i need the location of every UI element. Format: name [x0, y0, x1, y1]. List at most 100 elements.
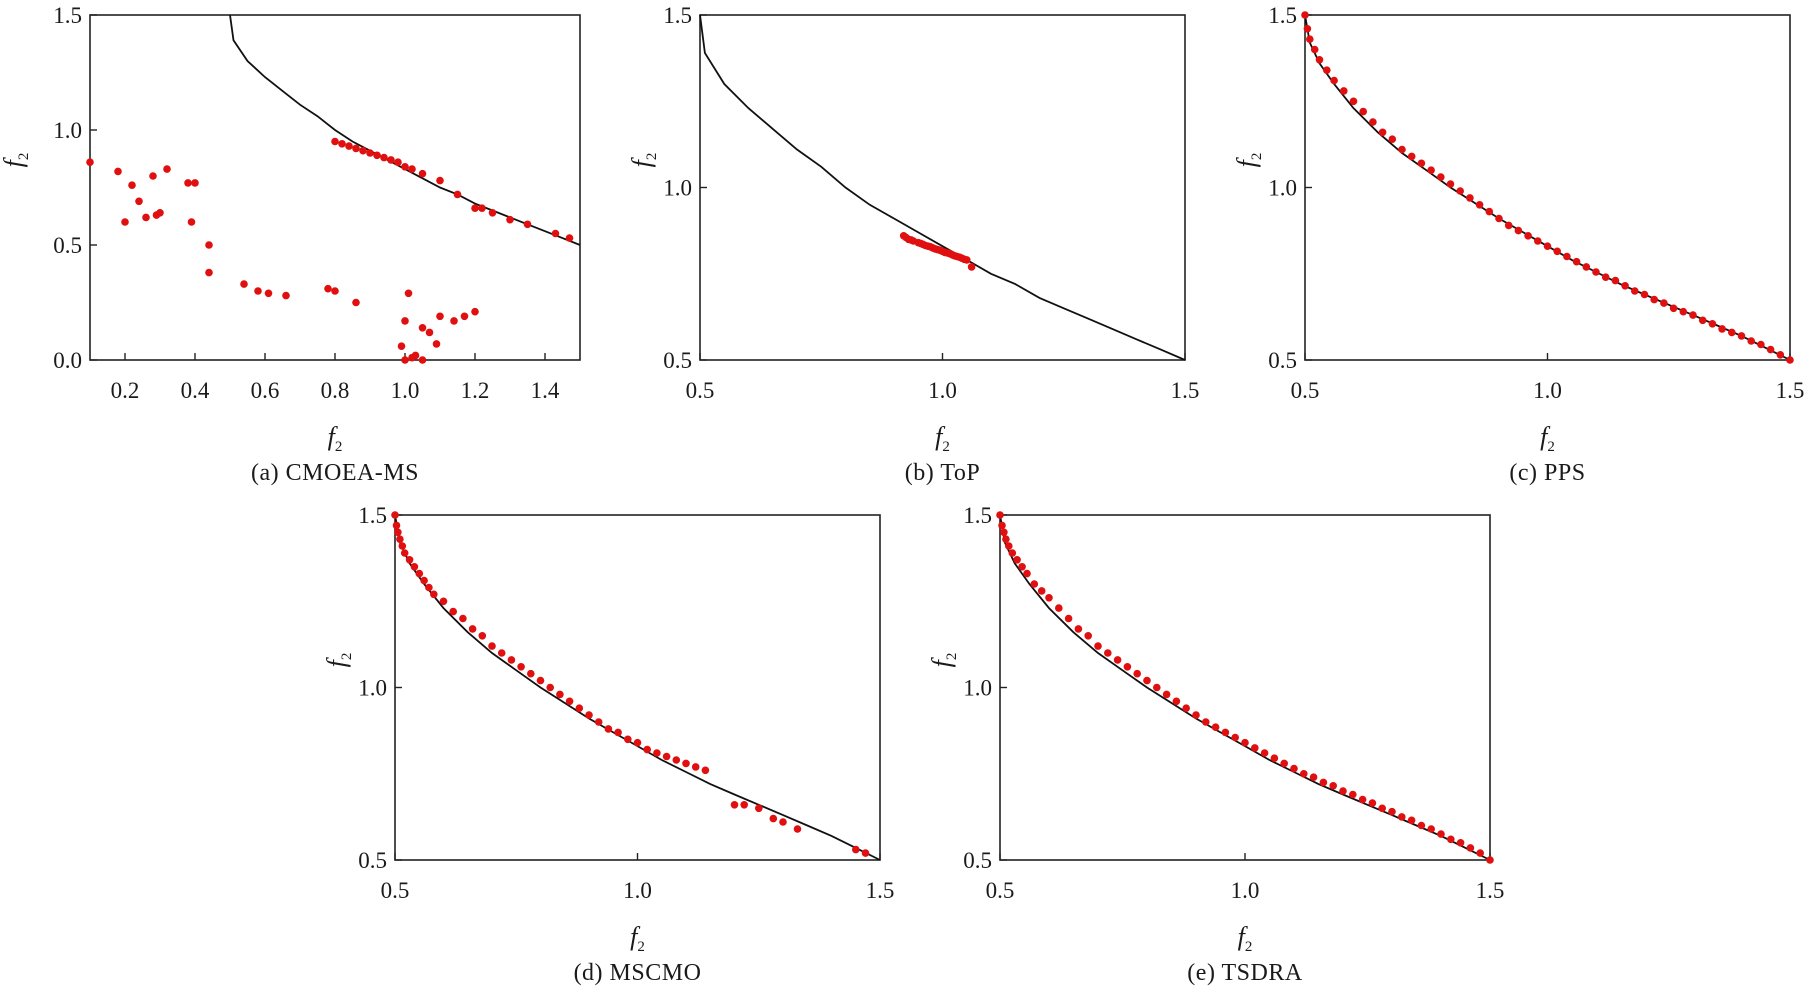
- solution-point: [730, 801, 739, 809]
- solution-point: [1094, 642, 1102, 650]
- y-axis-label: f2: [927, 653, 960, 668]
- plot-frame: [1304, 14, 1791, 361]
- solution-point: [1456, 839, 1465, 847]
- x-axis-label-sub: 2: [637, 939, 645, 955]
- solution-point: [594, 718, 603, 726]
- y-tick-label: 1.0: [53, 118, 82, 143]
- solution-point: [205, 241, 213, 249]
- solution-point: [960, 255, 969, 264]
- y-tick-label: 0.5: [663, 348, 692, 373]
- solution-point: [1534, 237, 1542, 245]
- solution-point: [1045, 594, 1053, 602]
- y-tick-label: 0.5: [358, 848, 387, 873]
- solution-point: [1417, 821, 1426, 830]
- solution-point: [1349, 790, 1357, 799]
- solution-point: [1495, 214, 1503, 223]
- x-axis-label-sub: 2: [335, 439, 343, 455]
- plot-frame: [699, 14, 1186, 361]
- solution-point: [1339, 787, 1347, 795]
- plot-frame: [394, 514, 881, 861]
- solution-point: [460, 312, 469, 321]
- solution-point: [1592, 268, 1600, 276]
- solution-point: [436, 312, 444, 321]
- solution-point: [394, 528, 402, 537]
- x-tick-label: 0.6: [251, 378, 280, 403]
- solution-point: [1427, 166, 1435, 174]
- solution-point: [184, 179, 192, 187]
- solution-point: [411, 351, 420, 360]
- solution-point: [1466, 194, 1474, 202]
- solution-point: [565, 234, 574, 242]
- y-tick-label: 1.5: [1268, 3, 1297, 28]
- panel-caption: (a) CMOEA-MS: [251, 460, 419, 486]
- x-axis-label: f2: [630, 922, 645, 955]
- solution-point: [488, 642, 496, 650]
- solution-point: [1008, 549, 1017, 557]
- y-tick-label: 1.5: [963, 503, 992, 528]
- solution-point: [398, 542, 407, 550]
- solution-point: [1172, 697, 1181, 706]
- solution-point: [205, 268, 213, 277]
- solution-point: [373, 151, 381, 160]
- solution-point: [264, 289, 273, 298]
- solution-point: [401, 356, 409, 364]
- solution-point: [1388, 807, 1396, 816]
- x-tick-label: 1.5: [1476, 878, 1505, 903]
- pareto-front-line: [1304, 14, 1791, 361]
- solution-point: [359, 146, 367, 155]
- solution-point: [135, 197, 143, 206]
- solution-point: [1669, 304, 1678, 313]
- solution-point: [1030, 580, 1039, 588]
- solution-point: [401, 317, 409, 325]
- solution-point: [418, 169, 427, 178]
- solution-point: [1563, 252, 1571, 261]
- x-axis-label: f2: [1238, 922, 1253, 955]
- y-axis-label: f2: [0, 153, 32, 168]
- x-axis-label-sub: 2: [1547, 439, 1555, 455]
- solution-point: [1000, 528, 1008, 537]
- solution-points: [1301, 11, 1794, 364]
- x-tick-label: 0.4: [181, 378, 210, 403]
- y-axis-label-sub: 2: [1249, 153, 1265, 161]
- solution-point: [1572, 257, 1581, 266]
- solution-point: [565, 697, 574, 706]
- solution-point: [1640, 290, 1649, 299]
- y-axis-label: f2: [322, 653, 355, 668]
- solution-point: [967, 263, 976, 271]
- solution-point: [282, 291, 290, 300]
- solution-point: [142, 213, 150, 222]
- x-tick-label: 0.5: [1291, 378, 1320, 403]
- solution-point: [1486, 856, 1494, 864]
- solution-point: [439, 597, 448, 606]
- solution-point: [1611, 276, 1620, 285]
- solution-point: [604, 725, 613, 733]
- solution-point: [156, 209, 164, 217]
- solution-point: [450, 317, 458, 325]
- panel-caption: (e) TSDRA: [1187, 960, 1303, 986]
- solution-point: [352, 144, 360, 153]
- solution-point: [861, 849, 870, 857]
- solution-point: [1427, 825, 1435, 833]
- solution-point: [1485, 207, 1494, 216]
- y-axis-label: f2: [1232, 153, 1265, 168]
- solution-point: [1776, 351, 1785, 359]
- x-axis-label-sub: 2: [1245, 939, 1253, 955]
- solution-point: [392, 521, 401, 530]
- solution-point: [331, 137, 339, 146]
- solution-point: [575, 704, 584, 712]
- x-tick-label: 1.4: [531, 378, 560, 403]
- solution-point: [1037, 587, 1046, 595]
- x-axis-label-sub: 2: [942, 439, 950, 455]
- solution-point: [400, 549, 409, 557]
- x-tick-label: 1.5: [1776, 378, 1805, 403]
- solution-point: [1300, 770, 1308, 778]
- y-tick-label: 0.0: [53, 348, 82, 373]
- solution-point: [331, 287, 339, 295]
- solution-point: [1211, 723, 1220, 731]
- solution-points: [391, 511, 870, 857]
- solution-point: [1309, 773, 1318, 781]
- y-tick-label: 0.5: [53, 233, 82, 258]
- solution-point: [391, 511, 399, 519]
